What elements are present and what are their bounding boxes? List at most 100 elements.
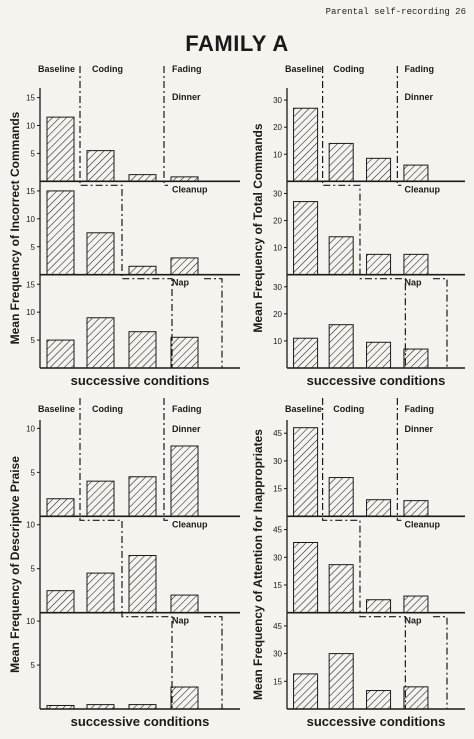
y-tick-label: 45 <box>273 526 282 535</box>
bar-dinner-1 <box>46 116 75 182</box>
bar-dinner-2 <box>328 142 354 182</box>
phase-change-line-fading-2 <box>432 616 448 709</box>
phase-change-line-fading-1 <box>163 66 168 186</box>
y-axis-label: Mean Frequency of Attention for Inapprop… <box>251 429 265 700</box>
bar-nap-4 <box>403 348 429 369</box>
y-tick-label: 15 <box>273 581 282 590</box>
setting-label: Dinner <box>172 424 201 434</box>
bar-dinner-2 <box>86 150 115 182</box>
y-tick-label: 20 <box>273 123 282 132</box>
y-tick-label: 10 <box>273 337 282 346</box>
bar-nap-1 <box>293 337 319 369</box>
phase-label: Fading <box>172 64 202 74</box>
y-tick-label: 30 <box>273 283 282 292</box>
setting-label: Dinner <box>404 424 433 434</box>
bar-dinner-1 <box>46 498 75 517</box>
y-tick-label: 10 <box>26 521 35 530</box>
chart-family-a-1: Baseline Coding Fading Mean Frequency of In… <box>8 64 240 388</box>
phase-change-line-fading-1 <box>396 66 402 186</box>
setting-label: Cleanup <box>172 184 208 194</box>
y-tick-label: 10 <box>26 617 35 626</box>
bar-nap-4 <box>170 336 199 369</box>
setting-label: Nap <box>404 616 422 626</box>
bar-cleanup-3 <box>366 253 392 276</box>
bar-dinner-4 <box>403 500 429 517</box>
y-tick-label: 30 <box>273 650 282 659</box>
panel-cleanup: 15 30 45 Cleanup <box>273 516 465 614</box>
y-tick-label: 5 <box>31 468 36 477</box>
bar-nap-1 <box>46 704 75 710</box>
phase-label: Fading <box>404 404 434 414</box>
phase-label: Baseline <box>285 404 322 414</box>
panel-nap: 5 10 15 Nap <box>26 274 240 369</box>
bar-cleanup-2 <box>86 572 115 614</box>
y-tick-label: 5 <box>31 149 36 158</box>
x-axis-label: successive conditions <box>307 714 446 729</box>
phase-change-line-coding <box>79 398 173 709</box>
panel-nap: 5 10 Nap <box>26 612 240 710</box>
bar-cleanup-4 <box>403 253 429 276</box>
y-tick-label: 45 <box>273 429 282 438</box>
bar-nap-3 <box>366 690 392 710</box>
phase-label: Coding <box>333 404 364 414</box>
y-axis-label: Mean Frequency of Descriptive Praise <box>8 456 22 673</box>
x-axis-label: successive conditions <box>71 373 210 388</box>
y-tick-label: 10 <box>26 215 35 224</box>
panel-dinner: 5 10 Dinner <box>26 420 240 518</box>
phase-label: Baseline <box>38 404 75 414</box>
y-tick-label: 20 <box>273 217 282 226</box>
y-tick-label: 10 <box>273 244 282 253</box>
panel-nap: 15 30 45 Nap <box>273 612 465 710</box>
phase-change-line-fading-1 <box>396 398 402 521</box>
y-tick-label: 5 <box>31 661 36 670</box>
phase-label: Coding <box>333 64 364 74</box>
bar-nap-2 <box>86 317 115 369</box>
bar-dinner-3 <box>366 157 392 182</box>
bar-nap-2 <box>328 324 354 369</box>
bar-nap-3 <box>128 704 157 710</box>
phase-change-line-fading-1 <box>163 398 168 521</box>
panel-cleanup: 5 10 Cleanup <box>26 516 240 614</box>
y-tick-label: 15 <box>273 677 282 686</box>
setting-label: Dinner <box>404 92 433 102</box>
chart-family-a-4: Baseline Coding Fading Mean Frequency of At… <box>251 398 465 729</box>
y-tick-label: 15 <box>273 485 282 494</box>
panel-dinner: 10 20 30 Dinner <box>273 88 465 183</box>
panel-nap: 10 20 30 Nap <box>273 274 465 369</box>
y-tick-label: 5 <box>31 336 36 345</box>
y-tick-label: 15 <box>26 94 35 103</box>
y-tick-label: 10 <box>273 150 282 159</box>
phase-label: Baseline <box>38 64 75 74</box>
y-tick-label: 15 <box>26 187 35 196</box>
phase-change-line-coding <box>322 66 406 368</box>
y-tick-label: 30 <box>273 189 282 198</box>
figure-title: FAMILY A <box>185 31 289 56</box>
panel-dinner: 15 30 45 Dinner <box>273 420 465 518</box>
setting-label: Cleanup <box>172 519 208 529</box>
bar-dinner-4 <box>170 445 199 517</box>
phase-change-line-coding <box>322 398 406 709</box>
bar-dinner-4 <box>403 164 429 182</box>
bar-nap-3 <box>128 331 157 369</box>
setting-label: Cleanup <box>404 519 440 529</box>
bar-cleanup-4 <box>403 595 429 614</box>
bar-cleanup-2 <box>86 232 115 276</box>
panel-cleanup: 5 10 15 Cleanup <box>26 181 240 276</box>
bar-cleanup-1 <box>46 590 75 614</box>
phase-change-line-fading-2 <box>204 616 223 709</box>
panel-cleanup: 10 20 30 Cleanup <box>273 181 465 276</box>
phase-label: Fading <box>172 404 202 414</box>
bar-cleanup-4 <box>170 594 199 614</box>
phase-label: Coding <box>92 404 123 414</box>
bar-dinner-3 <box>128 476 157 517</box>
x-axis-label: successive conditions <box>307 373 446 388</box>
bar-cleanup-1 <box>293 201 319 276</box>
bar-cleanup-3 <box>366 599 392 614</box>
bar-nap-3 <box>366 341 392 369</box>
setting-label: Cleanup <box>404 184 440 194</box>
y-tick-label: 20 <box>273 310 282 319</box>
bar-nap-1 <box>293 673 319 710</box>
bar-nap-4 <box>403 686 429 710</box>
y-tick-label: 30 <box>273 457 282 466</box>
panel-dinner: 5 10 15 Dinner <box>26 88 240 183</box>
